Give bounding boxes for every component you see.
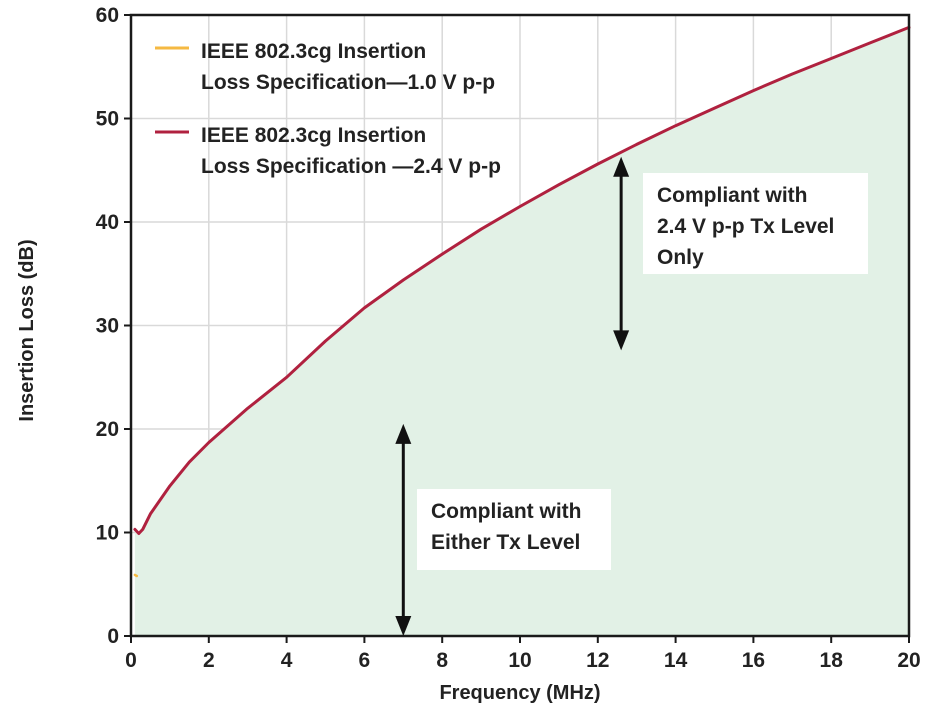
y-tick-label: 50: [96, 108, 119, 131]
annotations: Compliant with 2.4 V p-p Tx Level Only Comp…: [395, 156, 868, 636]
annotation-box-1: [643, 173, 868, 274]
arrow-head-up: [395, 423, 412, 444]
x-tick-label: 2: [203, 649, 215, 672]
x-tick-label: 14: [664, 649, 688, 672]
y-tick-label: 20: [96, 418, 119, 441]
arrow-head-down: [395, 616, 412, 636]
series-lines: [133, 25, 911, 578]
annotation-text-1: Only: [657, 246, 704, 269]
axis-ticks: 0 2 4 6 8 10 12 14 16 18 20 0 10 20 30 40 50 60: [96, 4, 921, 672]
y-tick-label: 10: [96, 522, 119, 545]
annotation-box-2: [417, 489, 611, 570]
annotation-text-1: Compliant with: [657, 184, 808, 207]
legend: IEEE 802.3cg Insertion Loss Specification…: [155, 40, 501, 178]
x-tick-label: 18: [820, 649, 844, 672]
legend-label-2: Loss Specification —2.4 V p-p: [201, 155, 501, 178]
arrow-head-down: [613, 330, 630, 351]
x-tick-label: 10: [508, 649, 531, 672]
legend-label-2: IEEE 802.3cg Insertion: [201, 124, 426, 147]
series-line-2: [133, 25, 911, 535]
legend-label-1: Loss Specification—1.0 V p-p: [201, 71, 495, 94]
x-axis-title: Frequency (MHz): [439, 682, 600, 704]
series-line-1: [133, 573, 139, 578]
x-tick-label: 12: [586, 649, 609, 672]
x-tick-label: 16: [742, 649, 765, 672]
annotation-text-2: Either Tx Level: [431, 531, 580, 554]
x-tick-label: 4: [281, 649, 293, 672]
annotation-text-2: Compliant with: [431, 500, 582, 523]
x-tick-label: 6: [359, 649, 371, 672]
y-tick-label: 0: [107, 625, 119, 648]
x-tick-label: 20: [897, 649, 920, 672]
y-tick-label: 30: [96, 315, 119, 338]
x-tick-label: 8: [436, 649, 448, 672]
x-tick-label: 0: [125, 649, 137, 672]
y-tick-label: 40: [96, 211, 119, 234]
annotation-text-1: 2.4 V p-p Tx Level: [657, 215, 834, 238]
arrow-head-up: [613, 156, 630, 177]
y-axis-title: Insertion Loss (dB): [16, 239, 38, 421]
legend-label-1: IEEE 802.3cg Insertion: [201, 40, 426, 63]
y-tick-label: 60: [96, 4, 119, 27]
